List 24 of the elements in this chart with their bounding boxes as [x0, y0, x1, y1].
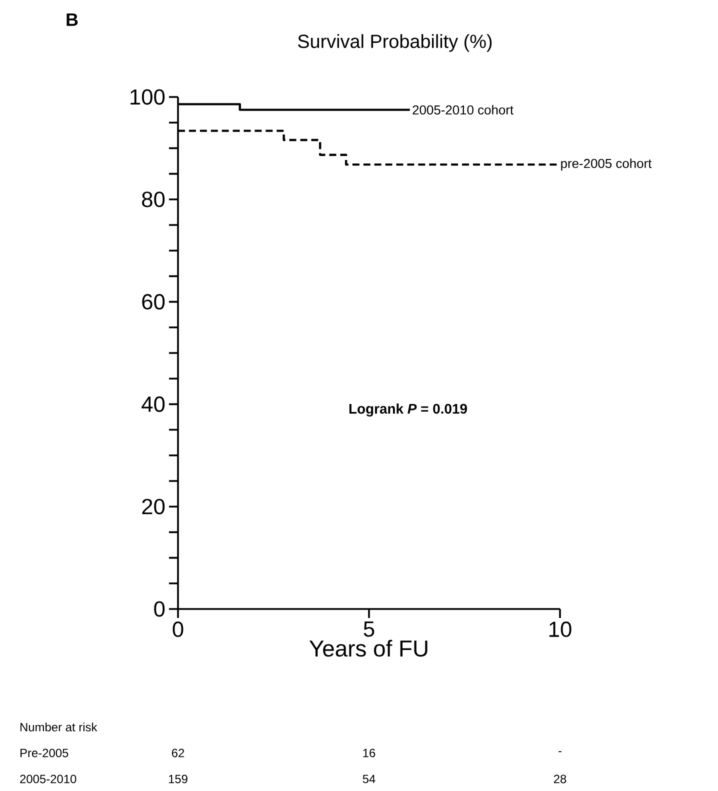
text: Pre-2005: [20, 748, 68, 758]
text: 54: [362, 774, 376, 784]
text: Number at risk: [20, 722, 98, 732]
x-tick-label: 5: [364, 622, 374, 637]
chart-title: Survival Probability (%): [298, 34, 492, 52]
text: -: [558, 751, 562, 752]
x-tick-label: 0: [172, 622, 184, 638]
y-tick-label: 40: [142, 396, 165, 412]
y-tick-label: 60: [142, 294, 165, 310]
x-axis-title: Years of FU: [309, 640, 428, 657]
y-tick-label: 80: [142, 192, 165, 208]
series-label: pre-2005 cohort: [561, 158, 652, 171]
y-tick-label: 20: [142, 498, 165, 514]
y-tick-label: 0: [154, 601, 165, 617]
series-label: 2005-2010 cohort: [412, 105, 514, 115]
annotation: Logrank P = 0.019: [349, 403, 467, 417]
text: 28: [554, 774, 566, 784]
x-tick-label: 10: [549, 622, 572, 638]
text: 159: [168, 774, 188, 784]
text: B: [66, 14, 78, 26]
text: 2005-2010: [20, 774, 76, 784]
text: 62: [172, 748, 184, 758]
y-tick-label: 100: [130, 89, 165, 105]
text: 16: [363, 748, 376, 758]
